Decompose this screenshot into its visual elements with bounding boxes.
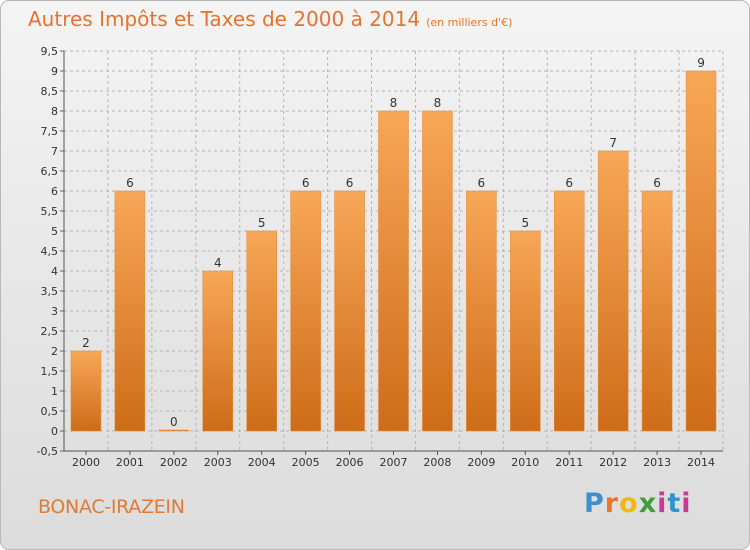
bar bbox=[510, 230, 541, 432]
y-tick-label: 6,5 bbox=[41, 165, 59, 178]
y-tick-label: 4 bbox=[51, 265, 58, 278]
x-tick-label: 2005 bbox=[292, 456, 320, 469]
chart-title: Autres Impôts et Taxes de 2000 à 2014 (en… bbox=[28, 7, 512, 31]
x-tick-label: 2002 bbox=[160, 456, 188, 469]
y-tick-label: 2,5 bbox=[41, 325, 59, 338]
data-labels: 2 6 0 4 5 6 6 8 8 6 5 6 7 6 9 bbox=[82, 56, 705, 429]
x-tick-label: 2011 bbox=[555, 456, 583, 469]
bar bbox=[246, 230, 277, 432]
bar bbox=[290, 190, 321, 432]
bar bbox=[114, 190, 146, 432]
y-tick-label: 8 bbox=[51, 105, 58, 118]
bar bbox=[685, 70, 717, 432]
bar bbox=[553, 190, 585, 432]
data-label: 6 bbox=[302, 176, 310, 190]
y-tick-label: 3,5 bbox=[41, 285, 59, 298]
x-tick-label: 2012 bbox=[599, 456, 627, 469]
data-label: 6 bbox=[565, 176, 573, 190]
bars bbox=[70, 70, 717, 432]
x-tick-labels: 2000 2001 2002 2003 2004 2005 2006 2007 2008 2009… bbox=[72, 456, 715, 469]
y-tick-label: 7 bbox=[51, 145, 58, 158]
bar bbox=[158, 429, 190, 432]
bar bbox=[378, 110, 409, 432]
data-label: 6 bbox=[346, 176, 354, 190]
data-label: 0 bbox=[170, 415, 178, 429]
axes bbox=[60, 50, 723, 455]
y-tick-label: 0 bbox=[51, 425, 58, 438]
bar bbox=[597, 150, 629, 432]
y-tick-label: 3 bbox=[51, 305, 58, 318]
y-tick-label: 9,5 bbox=[41, 45, 59, 58]
y-tick-label: 9 bbox=[51, 65, 58, 78]
y-tick-label: 5 bbox=[51, 225, 58, 238]
bar bbox=[466, 190, 497, 432]
bar bbox=[641, 190, 673, 432]
x-tick-label: 2008 bbox=[423, 456, 451, 469]
proxiti-logo: Proxiti bbox=[584, 488, 692, 519]
x-tick-label: 2006 bbox=[336, 456, 364, 469]
y-tick-label: -0,5 bbox=[37, 445, 58, 458]
x-tick-label: 2014 bbox=[687, 456, 715, 469]
chart-subtitle: (en milliers d'€) bbox=[426, 16, 513, 29]
data-label: 5 bbox=[258, 216, 266, 230]
data-label: 6 bbox=[478, 176, 486, 190]
data-label: 8 bbox=[434, 96, 442, 110]
x-tick-label: 2003 bbox=[204, 456, 232, 469]
x-tick-label: 2007 bbox=[380, 456, 408, 469]
y-tick-label: 8,5 bbox=[41, 85, 59, 98]
data-label: 6 bbox=[653, 176, 661, 190]
y-tick-label: 7,5 bbox=[41, 125, 59, 138]
y-tick-label: 1 bbox=[51, 385, 58, 398]
commune-name: BONAC-IRAZEIN bbox=[38, 496, 185, 518]
bar bbox=[334, 190, 365, 432]
title-text: Autres Impôts et Taxes de 2000 à 2014 bbox=[28, 7, 421, 31]
x-tick-label: 2013 bbox=[643, 456, 671, 469]
y-tick-label: 2 bbox=[51, 345, 58, 358]
x-tick-label: 2009 bbox=[467, 456, 495, 469]
y-tick-labels: -0,5 0 0,5 1 1,5 2 2,5 3 3,5 4 4,5 5 5,5 6 6,5 7 7,5 8 8,5… bbox=[37, 45, 58, 458]
data-label: 6 bbox=[126, 176, 134, 190]
y-tick-label: 6 bbox=[51, 185, 58, 198]
data-label: 8 bbox=[390, 96, 398, 110]
x-tick-label: 2001 bbox=[116, 456, 144, 469]
y-tick-label: 4,5 bbox=[41, 245, 59, 258]
data-label: 2 bbox=[82, 336, 90, 350]
x-tick-label: 2004 bbox=[248, 456, 276, 469]
data-label: 9 bbox=[697, 56, 705, 70]
bar bbox=[70, 350, 102, 432]
data-label: 7 bbox=[609, 136, 617, 150]
bar bbox=[422, 110, 453, 432]
y-tick-label: 5,5 bbox=[41, 205, 59, 218]
x-tick-label: 2010 bbox=[511, 456, 539, 469]
bar bbox=[202, 270, 234, 432]
y-tick-label: 0,5 bbox=[41, 405, 59, 418]
y-tick-label: 1,5 bbox=[41, 365, 59, 378]
x-tick-label: 2000 bbox=[72, 456, 100, 469]
data-label: 5 bbox=[521, 216, 529, 230]
data-label: 4 bbox=[214, 256, 222, 270]
